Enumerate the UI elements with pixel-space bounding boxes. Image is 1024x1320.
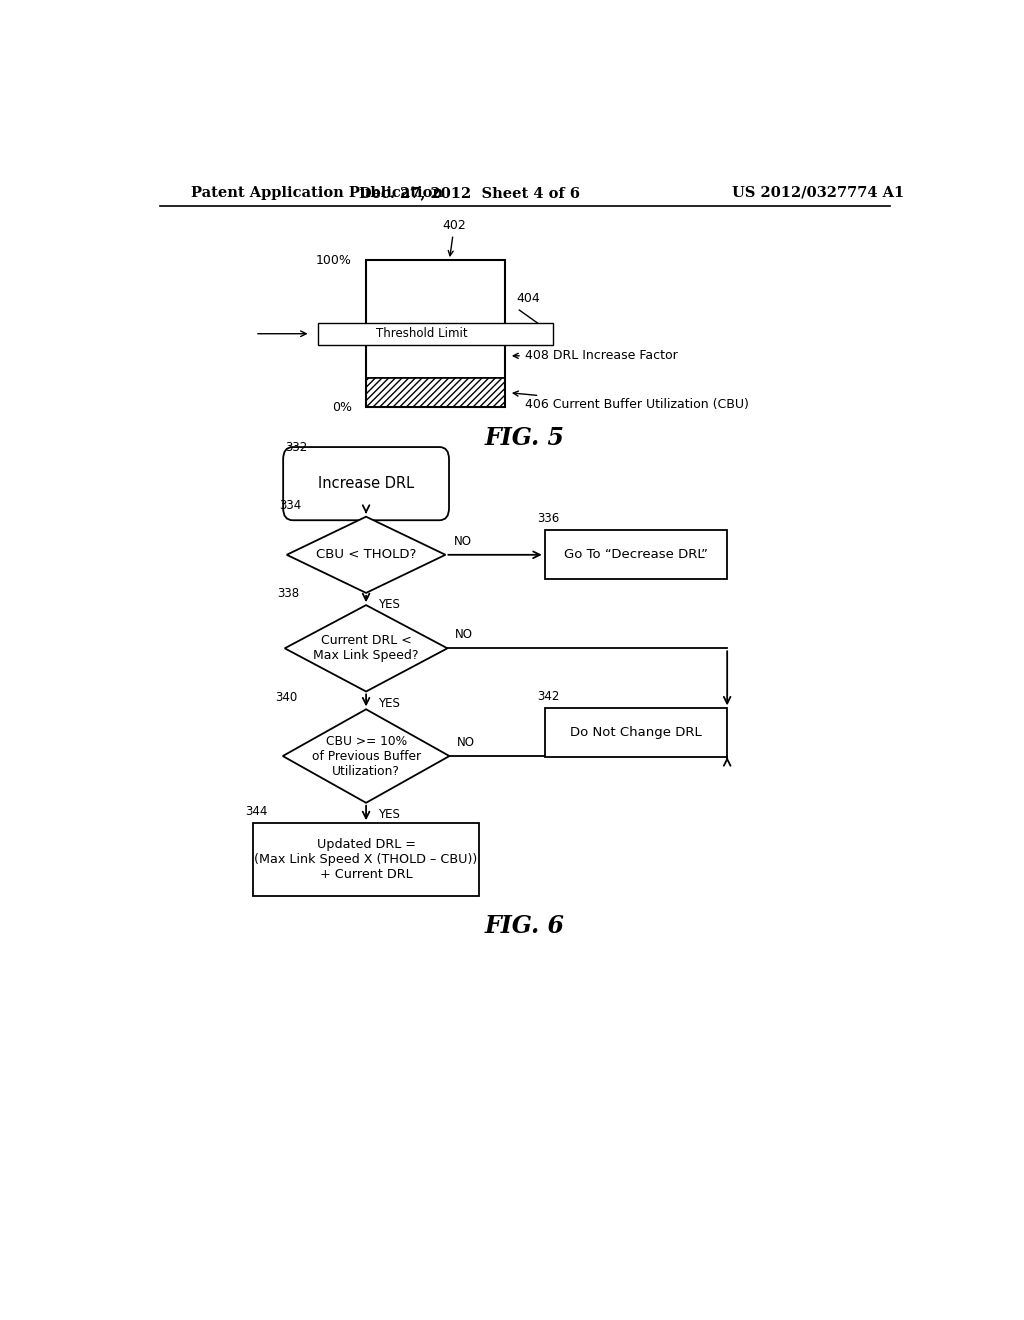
Bar: [253, 824, 479, 896]
Text: 342: 342: [537, 690, 559, 704]
Text: Updated DRL =
(Max Link Speed X (THOLD – CBU))
+ Current DRL: Updated DRL = (Max Link Speed X (THOLD –…: [254, 838, 478, 882]
Text: FIG. 5: FIG. 5: [484, 426, 565, 450]
Text: 336: 336: [537, 512, 559, 525]
Text: 332: 332: [285, 441, 307, 454]
Bar: [545, 531, 727, 579]
Bar: [367, 378, 505, 408]
Text: Increase DRL: Increase DRL: [318, 477, 414, 491]
Text: 408 DRL Increase Factor: 408 DRL Increase Factor: [513, 350, 678, 362]
Text: US 2012/0327774 A1: US 2012/0327774 A1: [732, 186, 904, 199]
Text: YES: YES: [378, 808, 399, 821]
Text: NO: NO: [456, 628, 473, 642]
Bar: [545, 709, 727, 758]
Text: 344: 344: [245, 805, 267, 818]
Text: YES: YES: [378, 697, 399, 710]
Polygon shape: [285, 605, 447, 692]
Text: NO: NO: [458, 737, 475, 748]
Text: FIG. 6: FIG. 6: [484, 913, 565, 937]
Polygon shape: [283, 709, 450, 803]
Text: Current DRL <
Max Link Speed?: Current DRL < Max Link Speed?: [313, 635, 419, 663]
Text: NO: NO: [454, 535, 471, 548]
Text: 0%: 0%: [332, 401, 352, 414]
FancyBboxPatch shape: [284, 447, 449, 520]
Bar: [318, 322, 553, 345]
Text: Threshold Limit: Threshold Limit: [376, 327, 467, 341]
Text: Do Not Change DRL: Do Not Change DRL: [570, 726, 701, 739]
Text: Dec. 27, 2012  Sheet 4 of 6: Dec. 27, 2012 Sheet 4 of 6: [358, 186, 580, 199]
Polygon shape: [287, 516, 445, 593]
Text: 402: 402: [442, 219, 466, 256]
Text: 334: 334: [279, 499, 301, 512]
Bar: [367, 334, 505, 378]
Text: Go To “Decrease DRL”: Go To “Decrease DRL”: [564, 548, 708, 561]
Text: 338: 338: [276, 587, 299, 601]
Text: 406 Current Buffer Utilization (CBU): 406 Current Buffer Utilization (CBU): [513, 391, 749, 412]
Text: Patent Application Publication: Patent Application Publication: [191, 186, 443, 199]
Text: 100%: 100%: [316, 253, 352, 267]
Text: 404: 404: [517, 292, 541, 305]
Bar: [367, 260, 505, 334]
Text: 340: 340: [274, 692, 297, 704]
Text: CBU >= 10%
of Previous Buffer
Utilization?: CBU >= 10% of Previous Buffer Utilizatio…: [311, 734, 421, 777]
Text: CBU < THOLD?: CBU < THOLD?: [315, 548, 417, 561]
Text: YES: YES: [378, 598, 399, 611]
Bar: [367, 260, 505, 408]
